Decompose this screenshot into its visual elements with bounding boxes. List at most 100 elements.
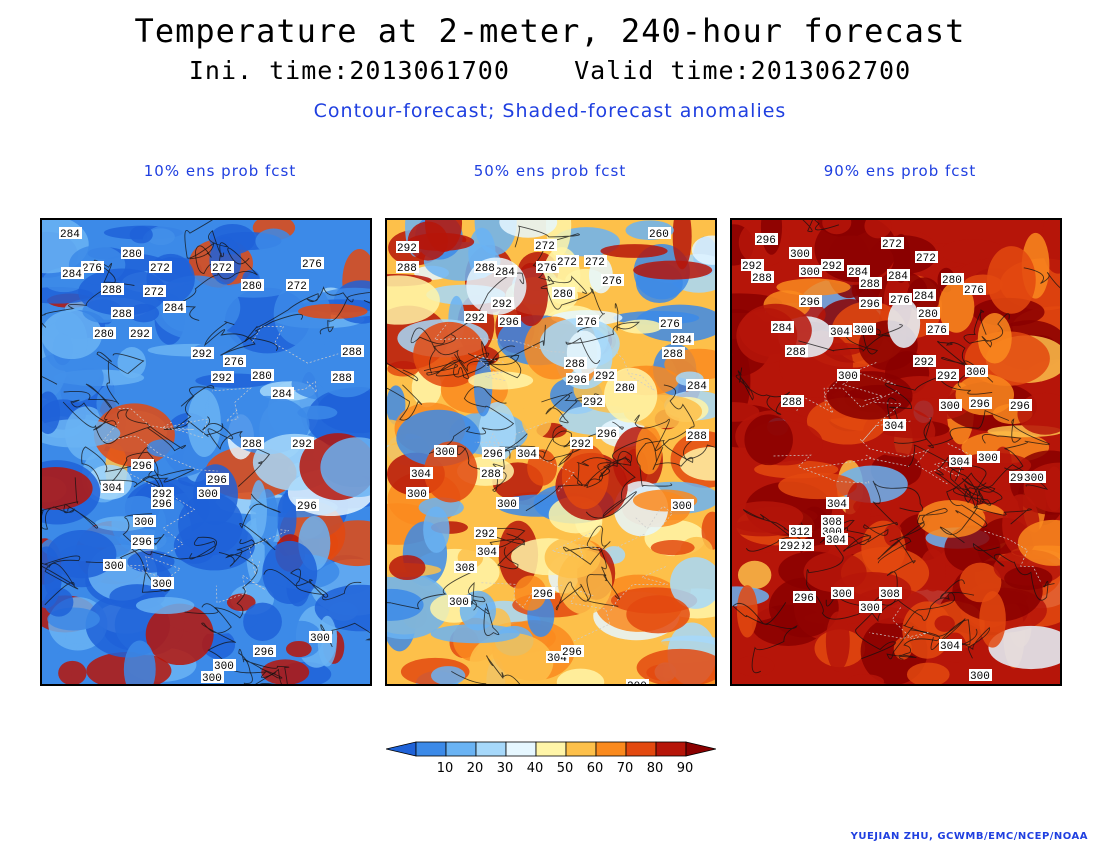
contour-label: 280 <box>93 327 116 341</box>
svg-text:272: 272 <box>535 241 555 253</box>
contour-label: 296 <box>131 535 154 549</box>
svg-text:288: 288 <box>112 309 132 321</box>
svg-text:304: 304 <box>827 499 847 511</box>
map-panel-50pct: 292 288 284 272 276 272 272 276 260 288 292 292 296 2… <box>385 218 717 686</box>
contour-label: 276 <box>81 261 104 275</box>
colorbar-segment <box>415 741 447 757</box>
svg-text:276: 276 <box>602 276 622 288</box>
svg-text:272: 272 <box>882 239 902 251</box>
svg-text:288: 288 <box>786 347 806 359</box>
contour-label: 280 <box>121 247 144 261</box>
contour-label: 288 <box>241 437 264 451</box>
svg-text:280: 280 <box>252 371 272 383</box>
contour-label: 272 <box>881 237 904 251</box>
svg-text:292: 292 <box>292 439 312 451</box>
svg-text:296: 296 <box>483 449 503 461</box>
map-panel-90pct: 296 300 292 288 300 292 284 272 272 280 276 288 284 2… <box>730 218 1062 686</box>
colorbar-segment <box>595 741 627 757</box>
contour-label: 300 <box>789 247 812 261</box>
contour-label: 288 <box>331 371 354 385</box>
contour-label: 296 <box>151 497 174 511</box>
contour-label: 300 <box>799 265 822 279</box>
contour-label: 296 <box>532 587 555 601</box>
contour-label: 276 <box>536 261 559 275</box>
contour-label: 272 <box>149 261 172 275</box>
contour-label: 284 <box>887 269 910 283</box>
contour-label: 300 <box>309 631 332 645</box>
svg-text:284: 284 <box>687 381 707 393</box>
svg-text:276: 276 <box>82 263 102 275</box>
contour-label: 296 <box>131 459 154 473</box>
panel-title-90pct: 90% ens prob fcst <box>823 162 977 180</box>
svg-text:300: 300 <box>860 603 880 615</box>
colorbar-segment <box>625 741 657 757</box>
contour-label: 288 <box>751 271 774 285</box>
contour-label: 284 <box>61 267 84 281</box>
colorbar-segment <box>535 741 567 757</box>
svg-text:296: 296 <box>152 499 172 511</box>
svg-text:292: 292 <box>192 349 212 361</box>
svg-text:300: 300 <box>832 589 852 601</box>
contour-label: 276 <box>963 283 986 297</box>
svg-text:292: 292 <box>595 371 615 383</box>
contour-label: 292 <box>396 241 419 255</box>
svg-text:292: 292 <box>937 371 957 383</box>
svg-text:284: 284 <box>62 269 82 281</box>
svg-text:280: 280 <box>615 383 635 395</box>
map-subtitle: Ini. time:2013061700 Valid time:20130627… <box>188 56 912 85</box>
colorbar-tick-label: 40 <box>527 761 544 776</box>
svg-text:260: 260 <box>649 229 669 241</box>
svg-text:276: 276 <box>964 285 984 297</box>
contour-label: 280 <box>941 273 964 287</box>
svg-text:304: 304 <box>940 641 960 653</box>
svg-text:276: 276 <box>577 317 597 329</box>
contour-label: 296 <box>1009 399 1032 413</box>
svg-text:296: 296 <box>597 429 617 441</box>
svg-text:288: 288 <box>860 279 880 291</box>
svg-text:296: 296 <box>794 593 814 605</box>
svg-text:292: 292 <box>465 313 485 325</box>
svg-text:304: 304 <box>411 469 431 481</box>
svg-text:300: 300 <box>978 453 998 465</box>
contour-label: 284 <box>771 321 794 335</box>
colorbar-tick-label: 90 <box>677 761 694 776</box>
svg-text:272: 272 <box>585 257 605 269</box>
svg-text:284: 284 <box>888 271 908 283</box>
colorbar-tick-label: 30 <box>497 761 514 776</box>
svg-text:292: 292 <box>742 261 762 273</box>
contour-label: 304 <box>410 467 433 481</box>
contour-label: 300 <box>671 499 694 513</box>
svg-text:272: 272 <box>212 263 232 275</box>
contour-label: 300 <box>496 497 519 511</box>
svg-text:276: 276 <box>660 319 680 331</box>
svg-text:292: 292 <box>914 357 934 369</box>
svg-text:272: 272 <box>150 263 170 275</box>
svg-text:300: 300 <box>104 561 124 573</box>
svg-text:296: 296 <box>533 589 553 601</box>
contour-label: 276 <box>576 315 599 329</box>
contour-label: 300 <box>977 451 1000 465</box>
svg-text:304: 304 <box>950 457 970 469</box>
svg-text:300: 300 <box>198 489 218 501</box>
contour-label: 280 <box>917 307 940 321</box>
svg-text:296: 296 <box>297 501 317 513</box>
svg-text:292: 292 <box>212 373 232 385</box>
contour-label: 288 <box>859 277 882 291</box>
svg-text:292: 292 <box>822 261 842 273</box>
contour-label: 300 <box>939 399 962 413</box>
svg-text:288: 288 <box>481 469 501 481</box>
svg-text:296: 296 <box>254 647 274 659</box>
contour-label: 300 <box>406 487 429 501</box>
contour-label: 296 <box>296 499 319 513</box>
panel-title-50pct: 50% ens prob fcst <box>473 162 627 180</box>
contour-label: 292 <box>291 437 314 451</box>
contour-label: 304 <box>825 533 848 547</box>
colorbar-tick-label: 50 <box>557 761 574 776</box>
contour-label: 284 <box>494 265 517 279</box>
svg-text:300: 300 <box>970 671 990 683</box>
contour-label: 292 <box>129 327 152 341</box>
contour-label: 272 <box>584 255 607 269</box>
colorbar-tick-label: 80 <box>647 761 664 776</box>
svg-text:300: 300 <box>152 579 172 591</box>
contour-label: 284 <box>59 227 82 241</box>
